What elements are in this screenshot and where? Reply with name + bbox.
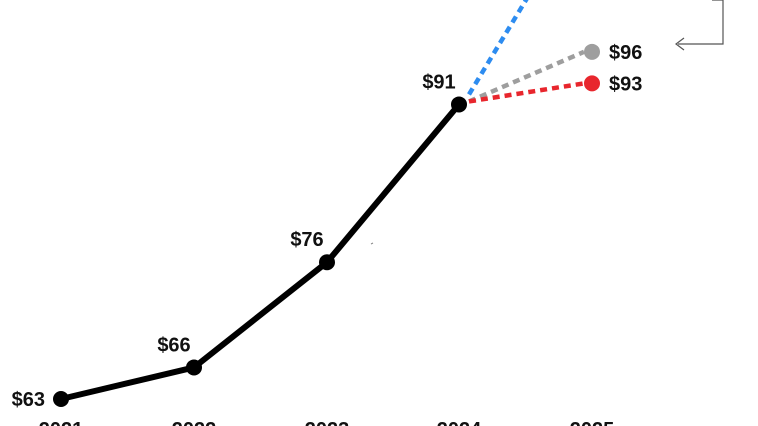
data-points-layer	[53, 43, 600, 407]
x-tick-label-2025: 2025	[570, 419, 615, 426]
callout-line	[678, 0, 724, 45]
data-point-0-1	[186, 359, 202, 376]
data-point-0-0	[53, 391, 69, 407]
series-projection-line-1	[468, 49, 585, 104]
x-tick-label-2021: 2021	[39, 419, 84, 426]
stray-mark	[370, 242, 374, 245]
data-point-0-2	[319, 254, 335, 271]
data-point-0-3	[451, 96, 467, 113]
data-label-0-0: $63	[12, 389, 45, 411]
data-labels-layer: $96 $93 $63 $66 $76 $91	[12, 42, 643, 411]
x-tick-label-2024: 2024	[437, 419, 482, 426]
series-projection-blue-line	[467, 0, 529, 96]
series-lines-layer	[58, 0, 585, 402]
data-point-2-4	[584, 75, 600, 92]
x-tick-label-2022: 2022	[172, 419, 217, 426]
callout-connector	[370, 0, 724, 245]
series-projection-line-2	[468, 81, 585, 104]
data-label-0-2: $76	[290, 229, 323, 251]
callout-arrowhead-icon	[675, 37, 685, 51]
data-point-1-4	[584, 43, 600, 60]
series-actual-line	[58, 101, 462, 402]
data-label-0-3: $91	[422, 71, 455, 93]
x-tick-label-2023: 2023	[305, 419, 350, 426]
x-axis-ticks-layer: 2021 2022 2023 2024 2025	[39, 419, 615, 426]
data-label-2-4: $93	[609, 73, 642, 95]
data-label-0-1: $66	[157, 334, 190, 356]
data-label-1-4: $96	[609, 42, 642, 64]
